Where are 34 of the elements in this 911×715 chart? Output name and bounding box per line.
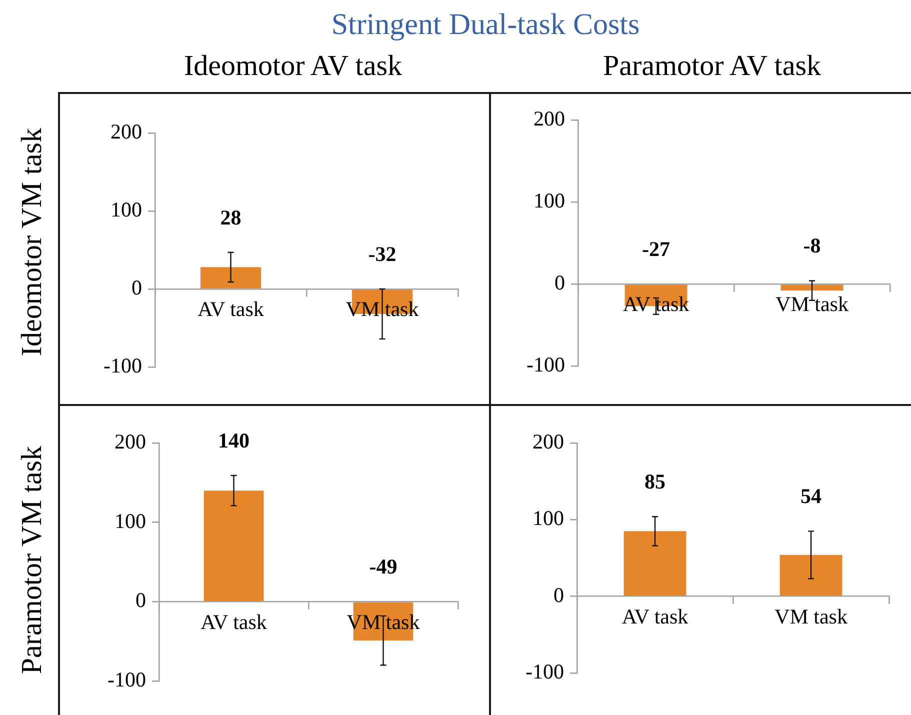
y-tick-label: 0 <box>554 270 565 295</box>
data-label: 54 <box>800 484 822 508</box>
x-tick-label: AV task <box>200 610 268 634</box>
y-tick-label: 100 <box>114 508 146 533</box>
chart-subtitle: Paramotor AV task <box>602 50 822 82</box>
y-tick-label: -100 <box>108 668 146 692</box>
data-label: -49 <box>369 554 398 579</box>
y-tick-label: 100 <box>110 198 142 222</box>
y-tick-label: 0 <box>132 276 142 300</box>
y-tick-label: -100 <box>526 352 565 377</box>
data-label: -32 <box>368 242 396 266</box>
x-tick-label: VM task <box>774 604 848 628</box>
y-tick-label: 100 <box>534 188 565 213</box>
data-label: 140 <box>218 428 250 453</box>
y-tick-label: 200 <box>114 430 146 454</box>
y-tick-label: -100 <box>526 660 564 684</box>
x-tick-label: AV task <box>198 297 264 322</box>
y-tick-label: 100 <box>532 506 564 530</box>
y-tick-label: 200 <box>110 120 142 144</box>
data-label: -27 <box>642 237 670 261</box>
y-axis-title: Paramotor VM task <box>16 446 48 674</box>
data-label: -8 <box>803 234 821 258</box>
x-tick-label: AV task <box>622 604 689 628</box>
y-axis-title: Ideomotor VM task <box>16 128 48 356</box>
chart-title: Stringent Dual-task Costs <box>331 8 640 41</box>
data-label: 85 <box>644 470 666 494</box>
y-tick-label: 200 <box>532 430 564 454</box>
data-label: 28 <box>220 205 242 230</box>
y-tick-label: -100 <box>104 354 142 378</box>
y-tick-label: 0 <box>554 582 564 607</box>
chart-subtitle: Ideomotor AV task <box>184 50 402 82</box>
x-tick-label: VM task <box>776 292 849 316</box>
y-tick-label: 200 <box>534 106 565 131</box>
y-tick-label: 0 <box>136 588 146 612</box>
